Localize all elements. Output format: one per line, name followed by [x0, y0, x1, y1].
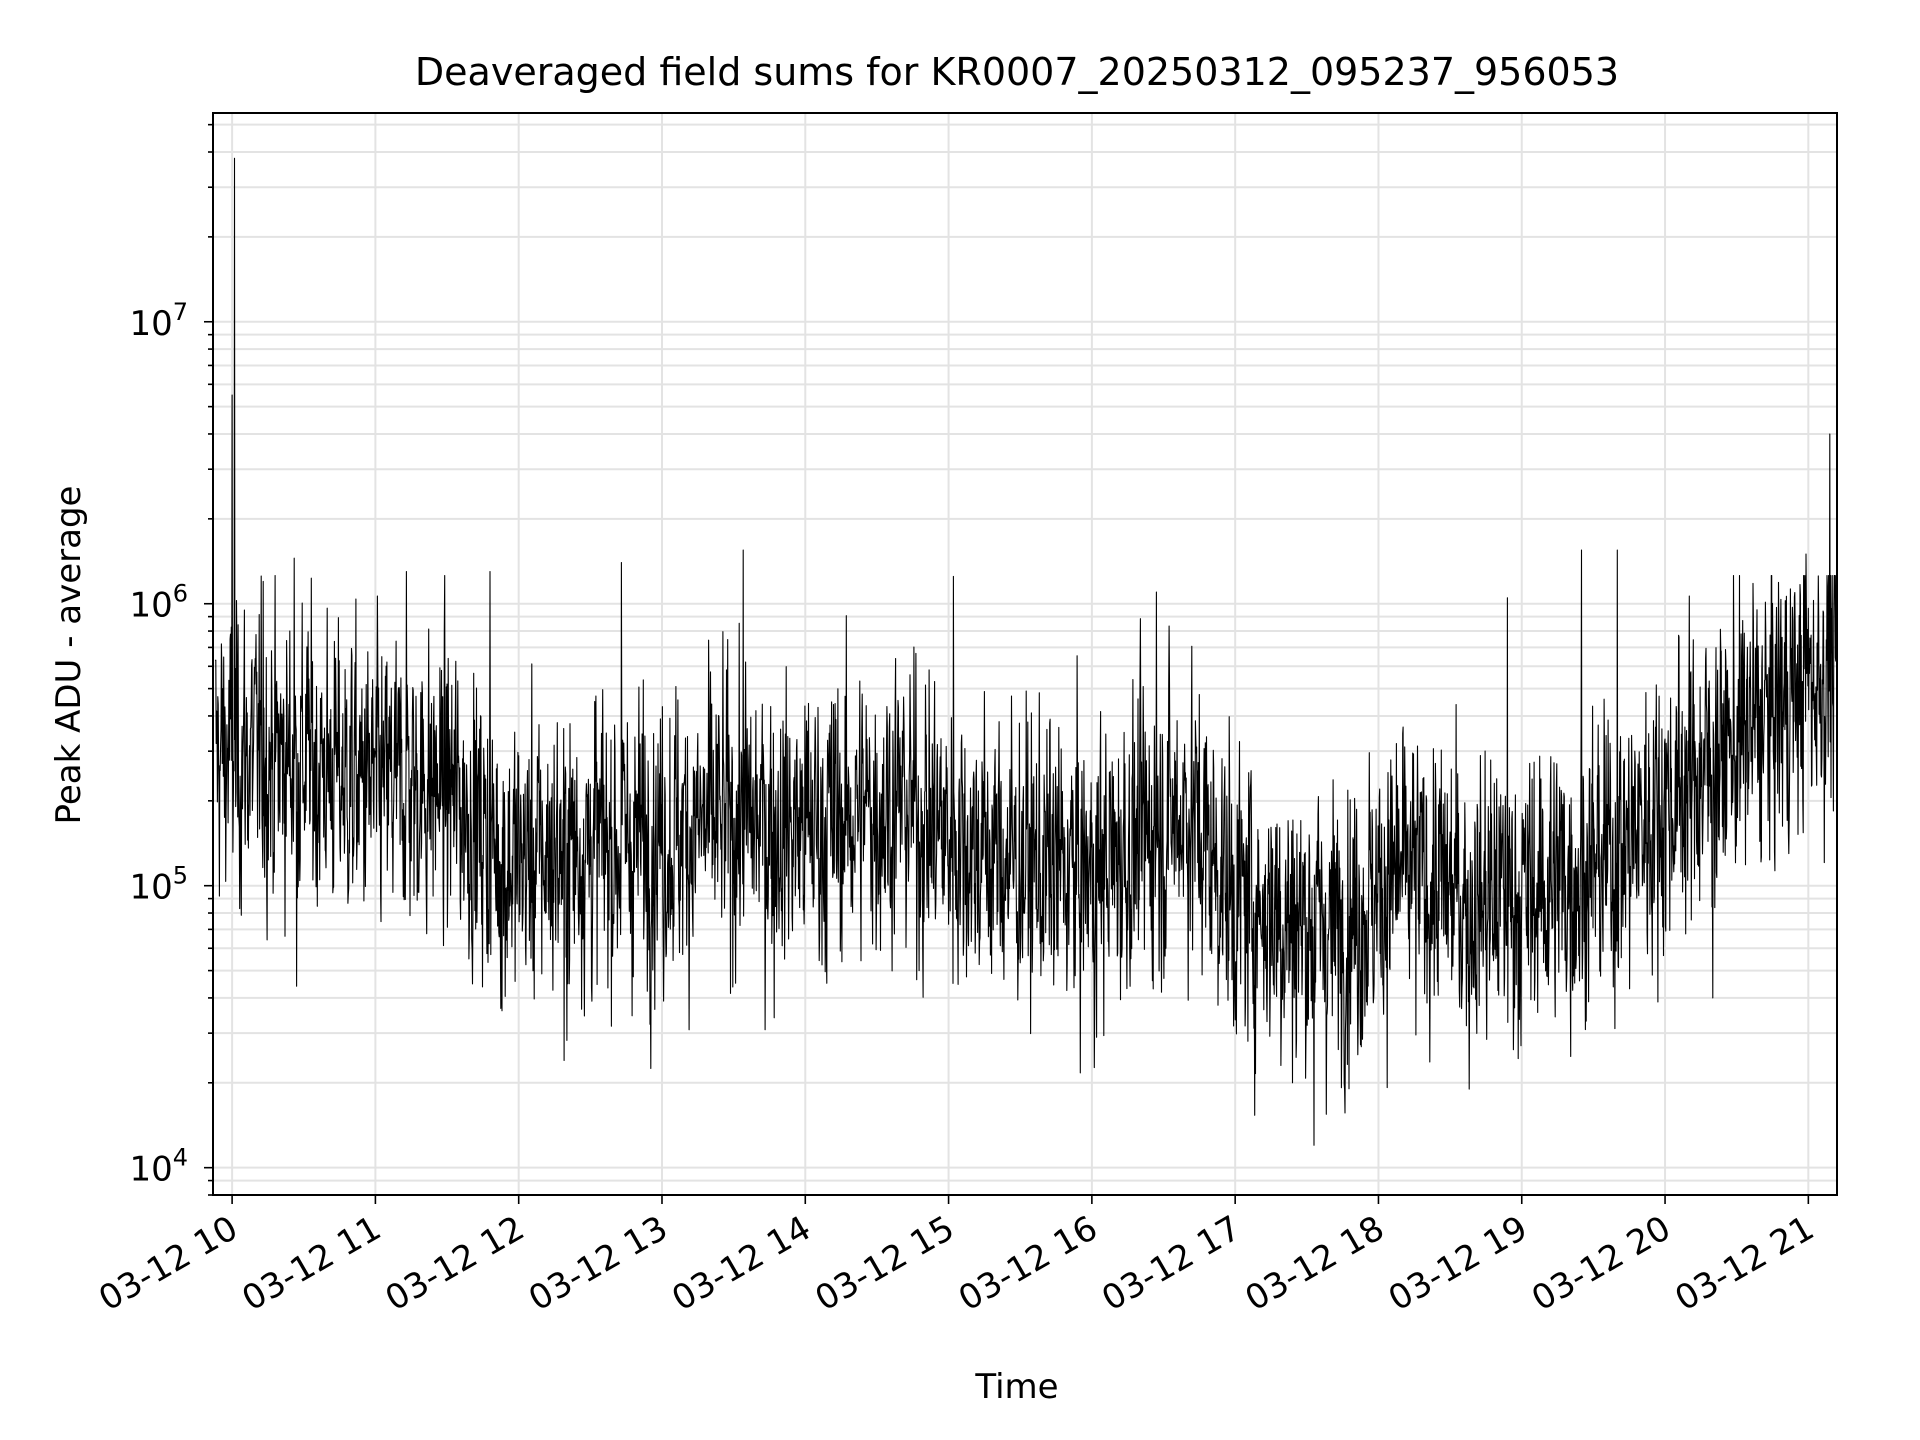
y-axis-label: Peak ADU - average [49, 486, 89, 825]
chart-title: Deaveraged field sums for KR0007_2025031… [415, 50, 1619, 94]
series-layer [214, 157, 1838, 1146]
plot-frame [212, 112, 1838, 1196]
y-tick-label: 104 [129, 1144, 188, 1190]
y-tick-label: 105 [129, 862, 188, 908]
series-line [214, 157, 1838, 1146]
y-tick-label: 106 [129, 580, 188, 626]
x-axis-label: Time [974, 1367, 1058, 1407]
y-tick-label: 107 [129, 298, 188, 344]
